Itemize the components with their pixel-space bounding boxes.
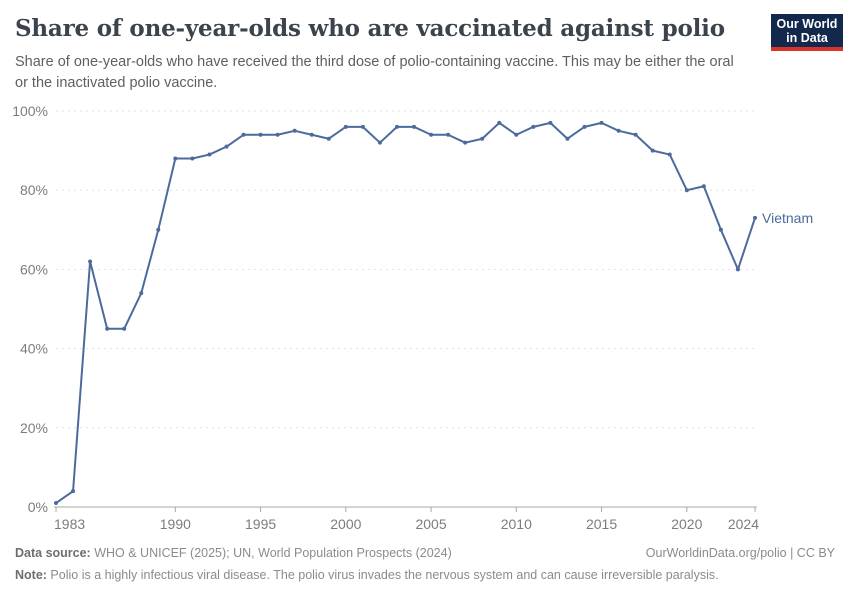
data-point[interactable] <box>326 136 331 141</box>
data-point[interactable] <box>582 124 587 129</box>
data-point[interactable] <box>684 188 689 193</box>
y-axis-tick-label: 40% <box>20 341 48 357</box>
data-point[interactable] <box>463 140 468 145</box>
data-point[interactable] <box>429 132 434 137</box>
data-point[interactable] <box>531 124 536 129</box>
owid-logo-line1: Our World <box>776 16 838 31</box>
data-point[interactable] <box>548 120 553 125</box>
entity-label[interactable]: Vietnam <box>762 210 813 226</box>
data-point[interactable] <box>565 136 570 141</box>
data-point[interactable] <box>599 120 604 125</box>
data-point[interactable] <box>735 267 740 272</box>
data-point[interactable] <box>753 215 757 220</box>
x-axis-tick-label: 2005 <box>415 516 446 532</box>
data-point[interactable] <box>88 259 93 264</box>
data-point[interactable] <box>343 124 348 129</box>
data-point[interactable] <box>497 120 502 125</box>
y-axis-tick-label: 100% <box>12 103 48 119</box>
x-axis-tick-label: 2020 <box>671 516 702 532</box>
data-point[interactable] <box>514 132 519 137</box>
data-source-text: WHO & UNICEF (2025); UN, World Populatio… <box>90 546 452 560</box>
x-axis-tick-label: 2000 <box>330 516 361 532</box>
data-point[interactable] <box>309 132 314 137</box>
owid-logo: Our World in Data <box>771 14 843 51</box>
data-point[interactable] <box>224 144 229 149</box>
chart-subtitle: Share of one-year-olds who have received… <box>15 54 734 91</box>
x-axis-tick-label: 1995 <box>245 516 276 532</box>
data-point[interactable] <box>190 156 195 161</box>
data-point[interactable] <box>258 132 263 137</box>
note-label: Note: <box>15 568 47 582</box>
data-point[interactable] <box>122 326 127 331</box>
x-axis-tick-label: 1983 <box>54 516 85 532</box>
x-axis-tick-label: 2015 <box>586 516 617 532</box>
data-point[interactable] <box>667 152 672 157</box>
data-point[interactable] <box>71 489 76 494</box>
x-axis-tick-label: 2024 <box>728 516 759 532</box>
data-point[interactable] <box>718 227 723 232</box>
data-point[interactable] <box>173 156 178 161</box>
data-point[interactable] <box>360 124 365 129</box>
y-axis-tick-label: 60% <box>20 261 48 277</box>
data-point[interactable] <box>701 184 706 189</box>
series-line-vietnam[interactable] <box>55 121 756 505</box>
data-point[interactable] <box>650 148 655 153</box>
note-text: Polio is a highly infectious viral disea… <box>46 568 719 582</box>
data-point[interactable] <box>394 124 399 129</box>
data-point[interactable] <box>105 326 110 331</box>
page-title: Share of one-year-olds who are vaccinate… <box>15 15 725 42</box>
data-source-line: Data source: WHO & UNICEF (2025); UN, Wo… <box>15 545 452 562</box>
data-point[interactable] <box>292 128 297 133</box>
data-point[interactable] <box>275 132 280 137</box>
y-axis-tick-label: 20% <box>20 420 48 436</box>
data-point[interactable] <box>412 124 417 129</box>
data-point[interactable] <box>207 152 212 157</box>
chart-footer: Data source: WHO & UNICEF (2025); UN, Wo… <box>15 545 835 584</box>
x-axis-tick-label: 2010 <box>501 516 532 532</box>
data-point[interactable] <box>377 140 382 145</box>
owid-logo-line2: in Data <box>786 30 828 45</box>
data-source-label: Data source: <box>15 546 91 560</box>
data-point[interactable] <box>241 132 246 137</box>
note-line: Note: Polio is a highly infectious viral… <box>15 568 719 582</box>
data-point[interactable] <box>633 132 638 137</box>
x-axis-tick-label: 1990 <box>160 516 191 532</box>
data-point[interactable] <box>156 227 161 232</box>
y-axis-tick-label: 0% <box>28 499 48 515</box>
y-axis-tick-label: 80% <box>20 182 48 198</box>
data-point[interactable] <box>54 501 58 506</box>
credit-link[interactable]: OurWorldinData.org/polio | CC BY <box>645 546 835 560</box>
data-point[interactable] <box>480 136 485 141</box>
data-point[interactable] <box>616 128 621 133</box>
data-point[interactable] <box>139 291 144 296</box>
data-point[interactable] <box>446 132 451 137</box>
